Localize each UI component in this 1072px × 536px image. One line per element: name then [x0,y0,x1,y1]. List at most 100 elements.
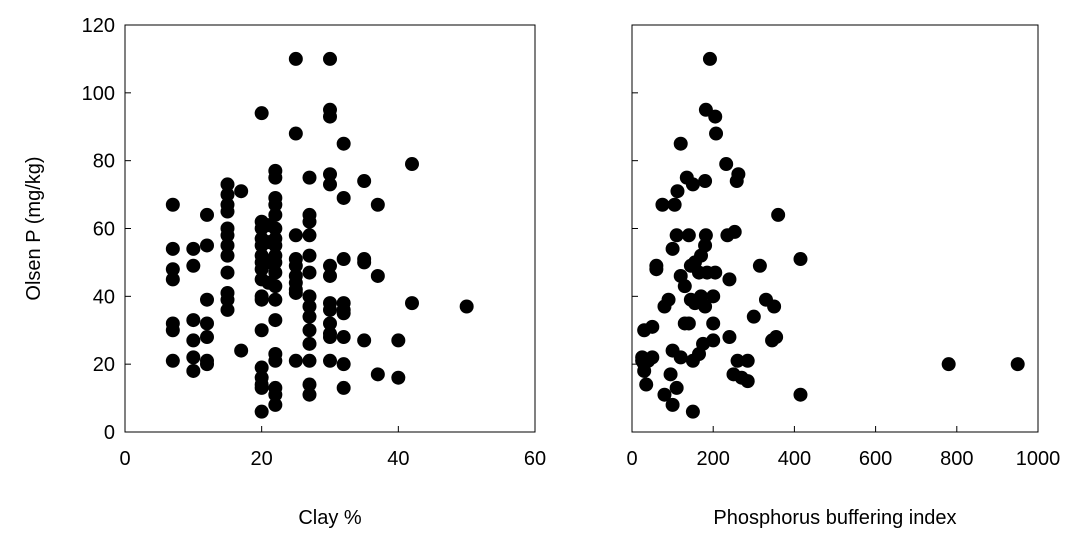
point [302,323,317,338]
point [186,363,201,378]
point [336,252,351,267]
point [268,170,283,185]
point [200,238,214,253]
point [268,255,283,270]
point [200,207,214,222]
point [771,207,786,222]
point [698,299,713,314]
point [288,258,303,273]
point [405,296,419,311]
x-axis-label: Clay % [298,507,362,529]
point [268,353,283,368]
point [254,380,269,395]
point [698,228,713,243]
point [679,170,694,185]
point [336,357,351,372]
point [673,350,688,365]
point [323,353,337,368]
point [254,360,269,375]
point [288,51,303,66]
point [268,313,283,328]
point [729,174,744,189]
x-tick-label: 40 [387,448,409,470]
point [673,136,688,151]
point [302,299,317,314]
point [669,228,684,243]
point [370,268,385,283]
point [220,204,235,219]
point [186,313,201,328]
y-tick-label: 100 [82,83,115,105]
point [752,258,767,273]
point [186,258,201,273]
point [288,285,303,300]
point [220,248,235,263]
point [220,177,235,192]
point [765,333,780,348]
point [323,51,337,66]
point [357,333,372,348]
point [323,177,337,192]
point [793,387,808,402]
x-tick-label: 200 [697,448,730,470]
point [663,367,678,382]
point [665,241,680,256]
x-tick-label: 400 [778,448,811,470]
point [268,292,283,307]
point [657,299,672,314]
point [323,109,337,124]
point [357,174,372,189]
point [323,316,337,331]
y-tick-label: 60 [93,219,115,241]
point [665,397,680,412]
point [200,357,214,372]
point [302,336,317,351]
point [323,268,337,283]
point [720,228,735,243]
point [639,377,654,392]
point [709,126,724,141]
point [302,265,317,280]
point [677,279,692,294]
point [1010,357,1025,372]
plot-frame [631,24,1039,433]
x-tick-label: 20 [251,448,273,470]
point [268,207,283,222]
point [670,184,685,199]
point [234,343,249,358]
point [669,380,684,395]
point [254,404,269,419]
point [685,404,700,419]
point [357,255,372,270]
point [165,272,180,287]
point [681,228,696,243]
point [706,289,721,304]
point [767,299,782,314]
y-tick-label: 0 [104,422,115,444]
point [302,289,317,304]
point [268,387,283,402]
point [719,157,734,172]
point [220,187,235,202]
point [302,214,317,229]
point [186,350,201,365]
point [370,367,385,382]
point [288,126,303,141]
point [254,292,269,307]
point [200,316,214,331]
point [708,109,723,124]
point [200,292,214,307]
y-tick-label: 40 [93,286,115,308]
point [691,265,706,280]
point [268,265,283,280]
point [941,357,956,372]
y-tick-label: 120 [82,15,115,37]
point [677,316,692,331]
point [302,353,317,368]
point [323,167,337,182]
point [165,323,180,338]
point [702,51,717,66]
point [459,299,474,314]
y-axis-label: Olsen P (mg/kg) [23,156,45,300]
